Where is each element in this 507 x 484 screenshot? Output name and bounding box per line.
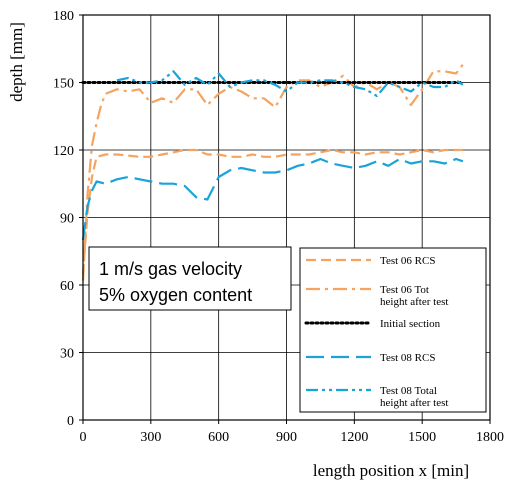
legend-label-2: Test 06 Tot height after test: [380, 284, 448, 308]
y-axis-label: depth [mm]: [7, 22, 26, 102]
x-tick-label: 1500: [408, 430, 436, 445]
series-layer: [81, 63, 465, 281]
x-tick-label: 900: [276, 430, 297, 445]
y-tick-label: 30: [60, 347, 74, 362]
y-tick-label: 0: [67, 414, 74, 429]
legend-label-4: Test 08 RCS: [380, 352, 435, 364]
y-tick-label: 180: [53, 9, 74, 24]
legend: Test 06 RCS Test 06 Tot height after test I…: [299, 247, 487, 413]
legend-label-3: Initial section: [380, 318, 441, 330]
series-line-1: [81, 148, 463, 274]
series-line-4: [81, 157, 464, 241]
legend-label-5: Test 08 Total height after test: [380, 385, 448, 409]
x-tick-label: 1800: [476, 430, 504, 445]
x-tick-label: 1200: [340, 430, 368, 445]
annotation-line-1: 1 m/s gas velocity: [99, 259, 242, 279]
y-tick-label: 120: [53, 144, 74, 159]
x-axis-ticks: 0 300 600 900 1200 1500 1800: [80, 420, 504, 445]
x-axis-label: length position x [min]: [313, 461, 469, 480]
y-tick-label: 90: [60, 212, 74, 227]
series-line-5: [116, 70, 464, 98]
y-tick-label: 150: [53, 77, 74, 92]
annotation-line-2: 5% oxygen content: [99, 285, 252, 305]
x-tick-label: 600: [208, 430, 229, 445]
x-tick-label: 300: [140, 430, 161, 445]
y-tick-label: 60: [60, 279, 74, 294]
y-axis-ticks: 0 30 60 90 120 150 180: [53, 9, 83, 429]
annotation-box: 1 m/s gas velocity 5% oxygen content: [88, 246, 292, 311]
x-tick-label: 0: [80, 430, 87, 445]
legend-label-1: Test 06 RCS: [380, 255, 435, 267]
